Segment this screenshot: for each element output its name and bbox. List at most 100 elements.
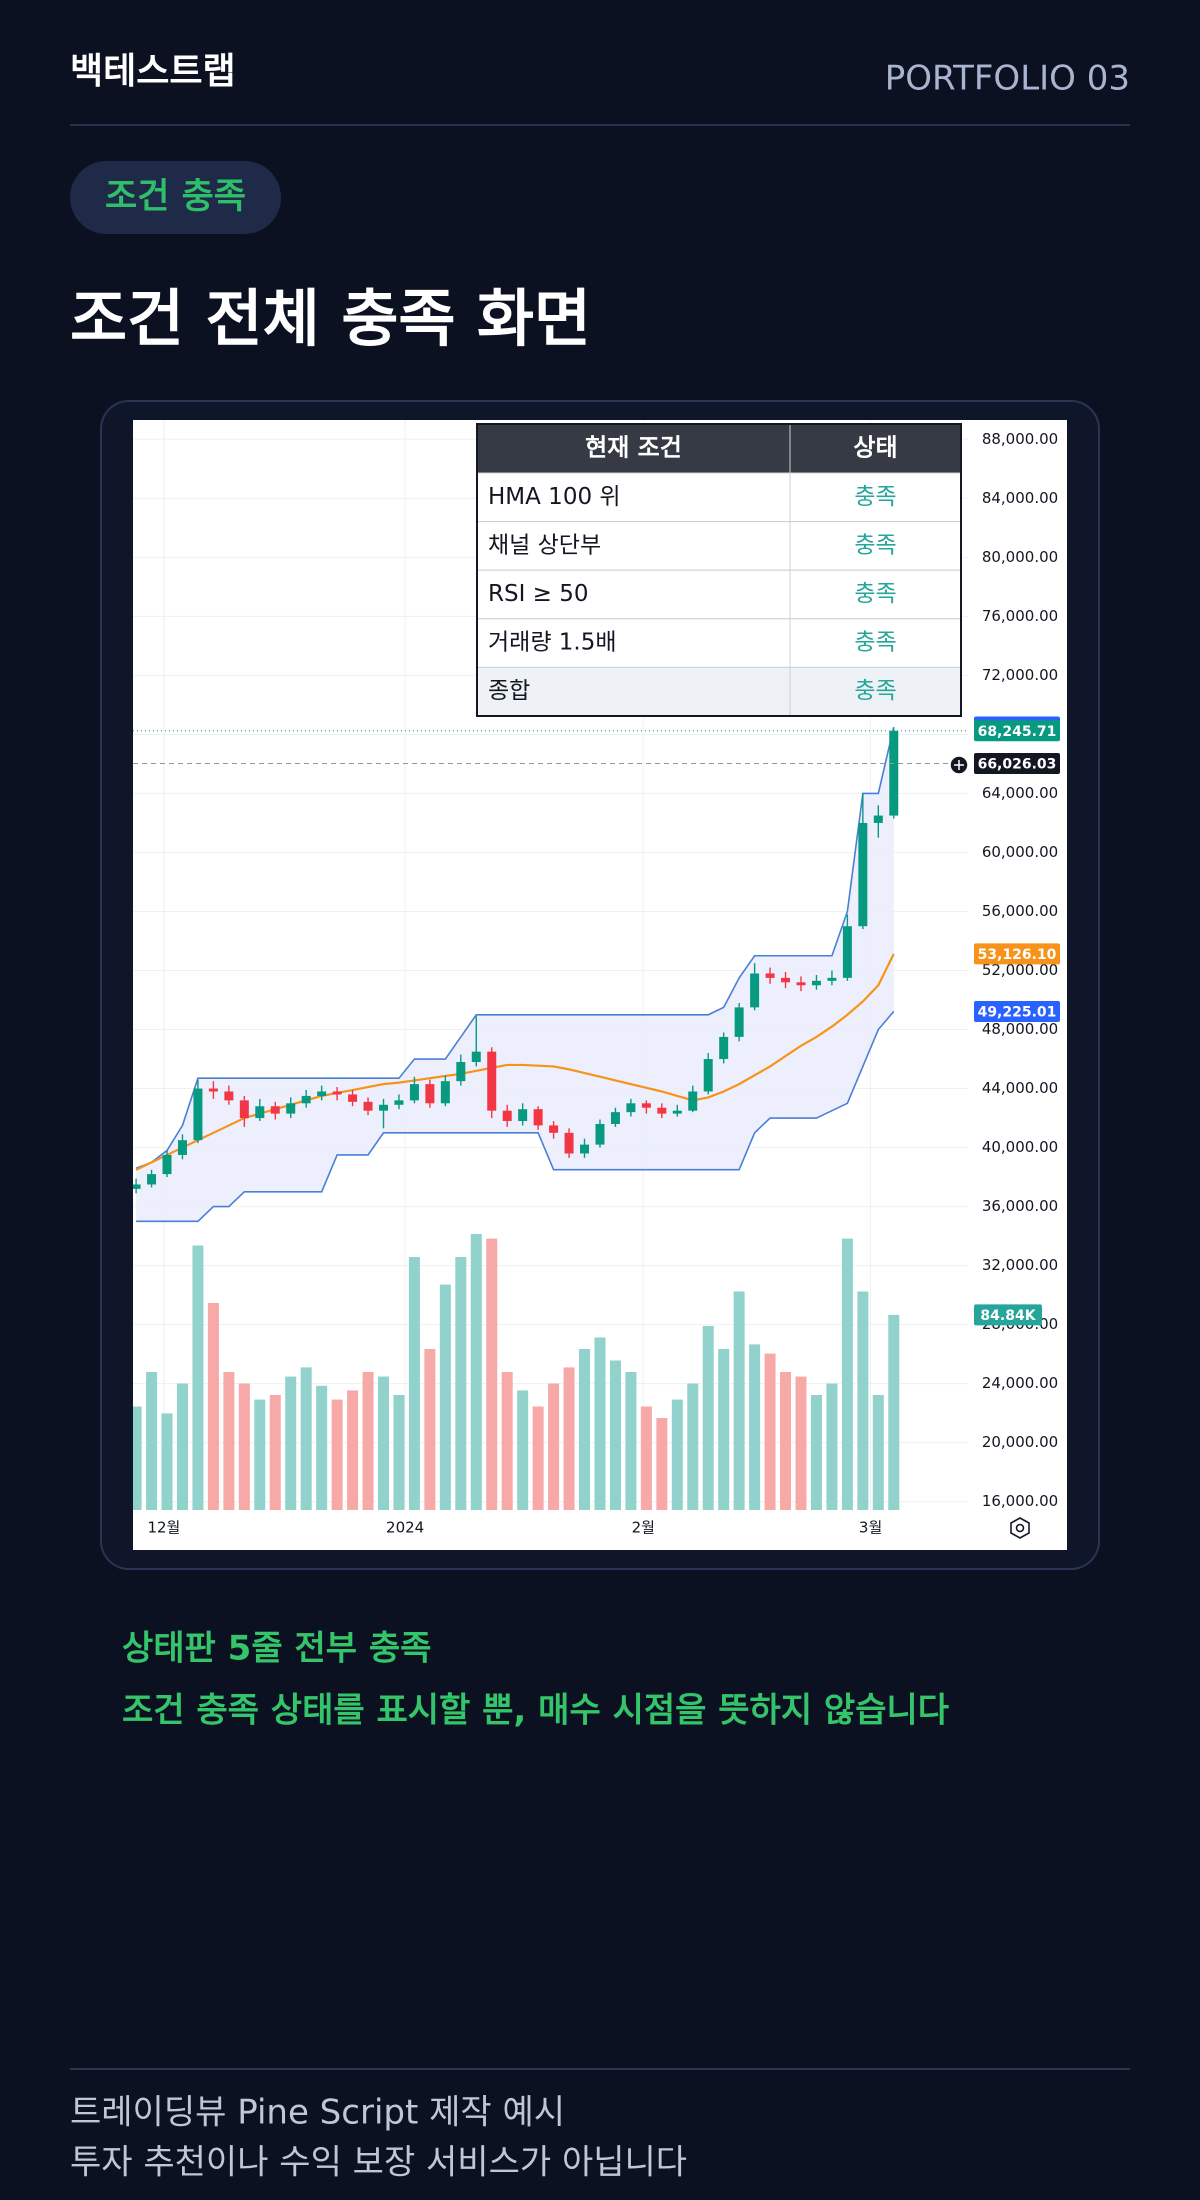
volume-bar xyxy=(764,1353,776,1510)
candle-body xyxy=(456,1061,466,1082)
volume-tag xyxy=(974,1304,1042,1326)
volume-bar xyxy=(470,1234,482,1510)
volume-bar xyxy=(548,1383,560,1510)
x-tick-label: 3월 xyxy=(859,1519,882,1537)
table-cell: RSI ≥ 50 xyxy=(488,581,589,607)
volume-bar xyxy=(532,1406,544,1510)
volume-bar xyxy=(702,1326,714,1510)
candle-body xyxy=(208,1088,218,1092)
candle-body xyxy=(162,1154,172,1175)
table-row-bg xyxy=(476,666,962,717)
volume-bar xyxy=(424,1349,436,1510)
table-status: 충족 xyxy=(854,532,896,558)
price-tag-label: 53,126.10 xyxy=(978,947,1057,963)
candle-body xyxy=(750,973,760,1008)
candle-body xyxy=(688,1091,698,1111)
volume-bar xyxy=(826,1383,838,1510)
table-status: 충족 xyxy=(854,630,896,656)
caption: 조건 충족 상태를 표시할 뿐, 매수 시점을 뜻하지 않습니다 xyxy=(122,1691,949,1731)
candle-body xyxy=(610,1112,620,1124)
volume-bar xyxy=(625,1372,637,1510)
table-border xyxy=(476,423,962,717)
crosshair-icon xyxy=(949,755,969,775)
footer-text: 투자 추천이나 수익 보장 서비스가 아닙니다 xyxy=(70,2143,687,2183)
y-tick-label: 44,000.00 xyxy=(982,1079,1058,1097)
candle-body xyxy=(502,1110,512,1122)
candle-body xyxy=(133,1184,141,1189)
candle-body xyxy=(379,1104,388,1111)
x-tick-label: 2월 xyxy=(632,1519,655,1537)
price-tag-label: 49,225.01 xyxy=(978,1004,1057,1020)
y-tick-label: 20,000.00 xyxy=(982,1433,1058,1451)
candle-body xyxy=(471,1051,481,1062)
volume-tag-label: 84.84K xyxy=(980,1308,1036,1324)
candle-body xyxy=(719,1036,729,1060)
caption: 상태판 5줄 전부 충족 xyxy=(122,1629,431,1669)
y-tick-label: 76,000.00 xyxy=(982,607,1058,625)
table-status: 충족 xyxy=(854,484,896,510)
candle-body xyxy=(858,822,868,927)
candle-body xyxy=(177,1140,187,1155)
volume-bar xyxy=(888,1314,900,1510)
table-status: 충족 xyxy=(854,581,896,607)
badge-bg xyxy=(70,161,281,234)
y-tick-label: 48,000.00 xyxy=(982,1020,1058,1038)
candle-body xyxy=(147,1174,157,1185)
volume-bar xyxy=(501,1372,513,1510)
volume-bar xyxy=(780,1372,792,1510)
volume-bar xyxy=(579,1349,591,1510)
volume-bar xyxy=(486,1238,498,1510)
volume-bar xyxy=(269,1395,281,1510)
volume-bar xyxy=(687,1383,699,1510)
price-tag xyxy=(974,943,1060,965)
volume-bar xyxy=(300,1367,312,1510)
price-tag xyxy=(974,1000,1060,1022)
candle-body xyxy=(765,973,775,978)
volume-bar xyxy=(254,1399,266,1510)
price-tag-label: 66,026.03 xyxy=(978,757,1057,773)
candle-body xyxy=(796,982,806,986)
y-tick-label: 24,000.00 xyxy=(982,1374,1058,1392)
candle-body xyxy=(734,1007,744,1037)
price-tag xyxy=(974,720,1060,742)
candle-body xyxy=(270,1106,280,1114)
volume-bar xyxy=(316,1385,328,1510)
candle-body xyxy=(348,1094,358,1102)
candle-body xyxy=(425,1084,435,1104)
candle-body xyxy=(317,1091,327,1096)
settings-icon[interactable] xyxy=(1010,1517,1030,1539)
table-cell: 채널 상단부 xyxy=(488,532,601,558)
overlay: 88,000.00 84,000.00 80,000.00 76,000.00 72,0… xyxy=(147,423,1060,1537)
candle-body xyxy=(255,1106,265,1119)
candle-body xyxy=(440,1081,450,1104)
volume-bar xyxy=(857,1291,869,1510)
footer-text: 트레이딩뷰 Pine Script 제작 예시 xyxy=(70,2093,565,2133)
volume-bar xyxy=(408,1257,420,1510)
candle-body xyxy=(224,1091,234,1101)
volume-bar xyxy=(795,1376,807,1510)
y-tick-label: 52,000.00 xyxy=(982,961,1058,979)
volume-bar xyxy=(362,1372,374,1510)
candle-body xyxy=(518,1109,528,1122)
candle-body xyxy=(889,730,899,816)
volume-bar xyxy=(161,1413,173,1510)
y-tick-label: 60,000.00 xyxy=(982,843,1058,861)
volume-bar xyxy=(671,1399,683,1510)
price-tag-label: 68,245.71 xyxy=(978,724,1057,740)
candle-body xyxy=(672,1110,682,1114)
candle-body xyxy=(409,1084,419,1101)
candle-body xyxy=(811,980,821,986)
table-header: 상태 xyxy=(853,434,897,462)
volume-bar xyxy=(331,1399,343,1510)
candle-body xyxy=(657,1107,667,1114)
price-tag xyxy=(974,753,1060,775)
candle-body xyxy=(239,1100,249,1119)
table-header-bg xyxy=(477,424,961,473)
indicator-line xyxy=(136,1010,895,1223)
volume-bar xyxy=(192,1245,204,1510)
volume-bar xyxy=(718,1349,730,1510)
y-tick-label: 32,000.00 xyxy=(982,1256,1058,1274)
y-tick-label: 88,000.00 xyxy=(982,430,1058,448)
volume-bar xyxy=(810,1395,822,1510)
